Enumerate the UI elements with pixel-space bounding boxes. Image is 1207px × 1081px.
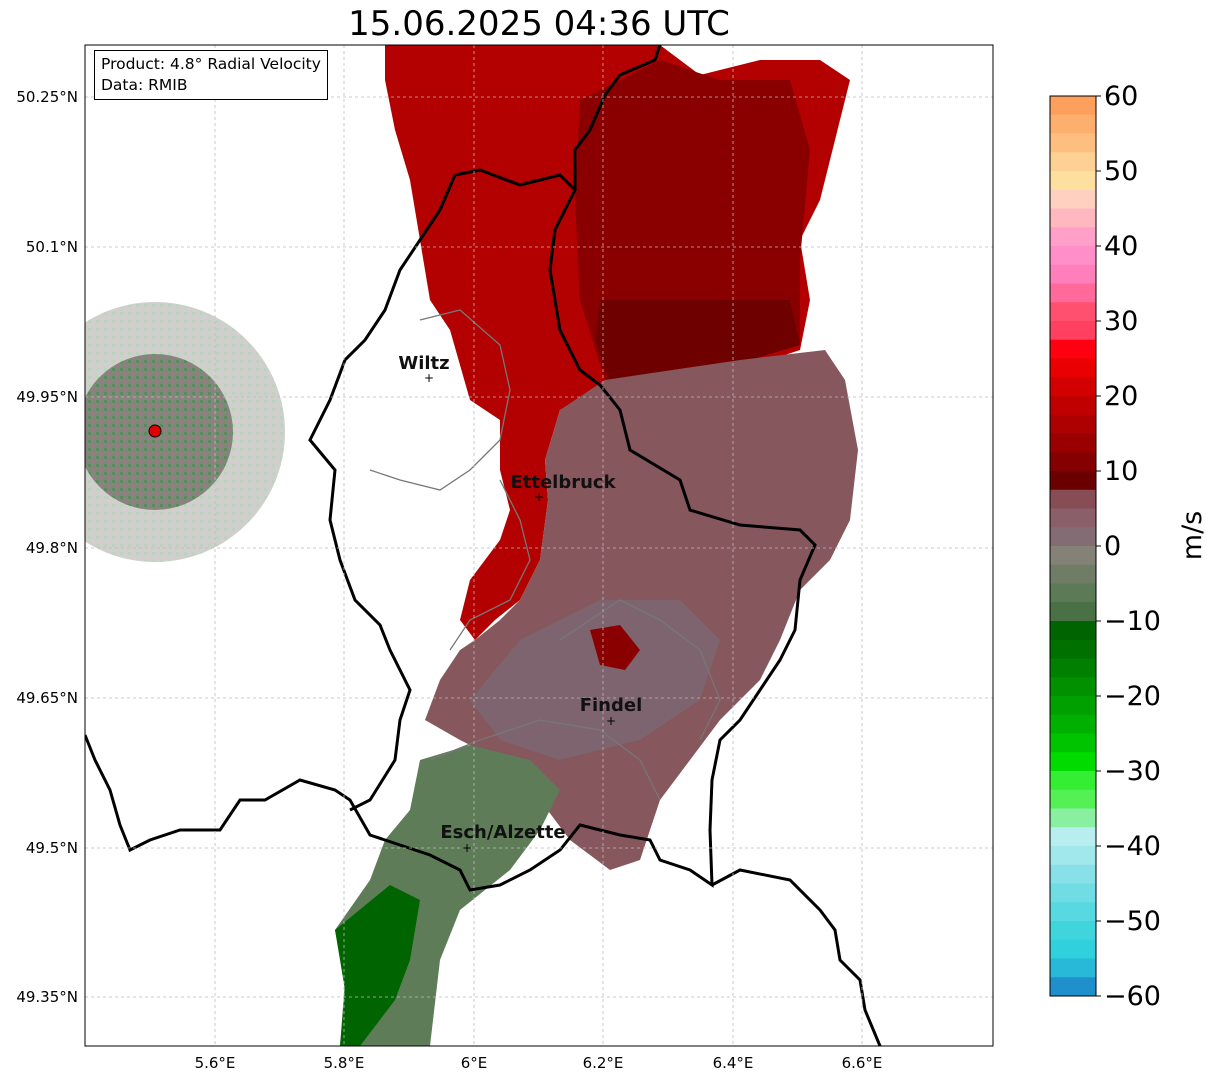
- city-ettelbruck: Ettelbruck +: [510, 472, 616, 504]
- echo-dark-cell: [590, 625, 640, 670]
- x-tick-label: 5.8°E: [324, 1054, 365, 1072]
- city-label: Wiltz: [398, 353, 449, 374]
- y-axis-ticks: 50.25°N 50.1°N 49.95°N 49.8°N 49.65°N 49…: [16, 88, 78, 1006]
- radar-site-marker: [148, 424, 162, 438]
- y-tick-label: 49.8°N: [26, 539, 78, 557]
- y-tick-label: 49.35°N: [16, 988, 78, 1006]
- border-lux-loop: [308, 174, 457, 812]
- city-markers: Wiltz + Ettelbruck + Findel + Esch/Alzet…: [398, 353, 642, 855]
- city-label: Findel: [580, 695, 643, 716]
- border-east: [573, 45, 662, 190]
- colorbar-unit-label: m/s: [1177, 510, 1207, 561]
- echo-darkgreen-south: [335, 885, 420, 1046]
- city-wiltz: Wiltz +: [398, 353, 449, 385]
- y-tick-label: 49.65°N: [16, 689, 78, 707]
- city-label: Esch/Alzette: [440, 822, 565, 843]
- x-tick-label: 6.6°E: [842, 1054, 883, 1072]
- city-marker: +: [606, 714, 616, 728]
- y-tick-label: 49.95°N: [16, 388, 78, 406]
- echo-deep-core: [595, 300, 800, 385]
- city-marker: +: [534, 490, 544, 504]
- x-axis-ticks: 5.6°E 5.8°E 6°E 6.2°E 6.4°E 6.6°E: [195, 1054, 883, 1072]
- country-borders: [85, 45, 882, 1046]
- y-tick-label: 50.1°N: [26, 238, 78, 256]
- radar-echoes: [85, 45, 858, 1046]
- y-tick-label: 49.5°N: [26, 839, 78, 857]
- x-tick-label: 5.6°E: [195, 1054, 236, 1072]
- x-tick-label: 6.2°E: [583, 1054, 624, 1072]
- map-title: 15.06.2025 04:36 UTC: [348, 4, 730, 44]
- city-marker: +: [424, 371, 434, 385]
- city-marker: +: [462, 841, 472, 855]
- echo-grey-mauve: [470, 600, 720, 760]
- city-label: Ettelbruck: [510, 472, 616, 493]
- map-frame: [84, 44, 994, 1047]
- border-south-east: [711, 868, 882, 1046]
- city-findel: Findel +: [580, 695, 643, 728]
- x-tick-label: 6.4°E: [713, 1054, 754, 1072]
- info-product: Product: 4.8° Radial Velocity: [101, 55, 321, 73]
- border-lux-west: [85, 168, 817, 892]
- info-source: Data: RMIB: [101, 76, 188, 94]
- y-tick-label: 50.25°N: [16, 88, 78, 106]
- info-box: Product: 4.8° Radial Velocity Data: RMIB: [94, 50, 328, 100]
- canton-lines: [369, 309, 721, 801]
- city-esch-alzette: Esch/Alzette +: [440, 822, 565, 855]
- x-tick-label: 6°E: [461, 1054, 488, 1072]
